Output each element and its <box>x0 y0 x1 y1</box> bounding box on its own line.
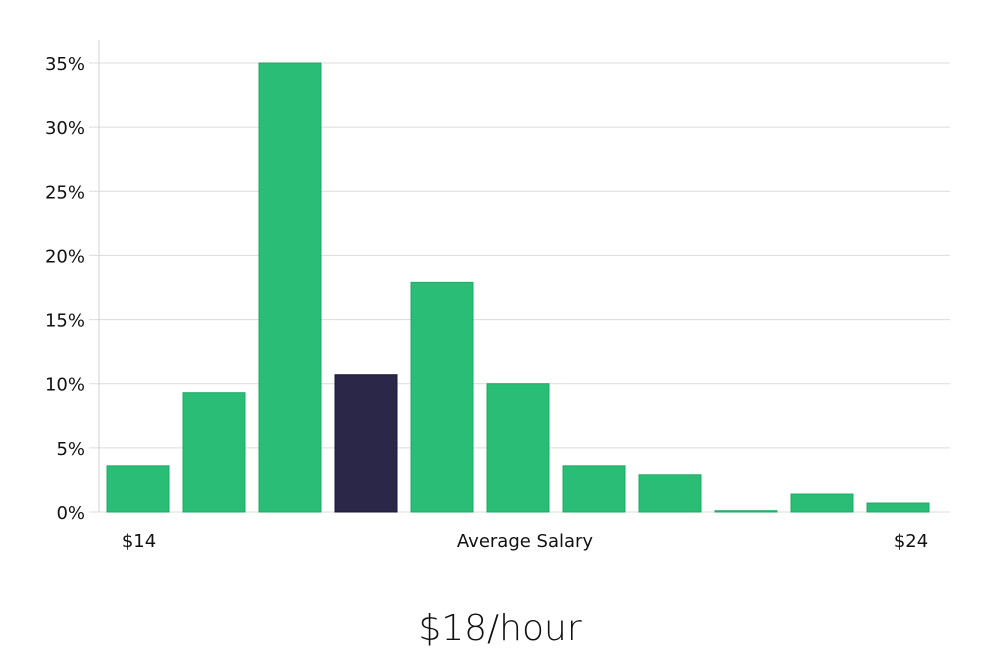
y-tick-label: 5% <box>56 439 85 460</box>
bar <box>106 465 170 513</box>
bar <box>790 493 854 513</box>
bar <box>486 383 550 513</box>
y-tick-label: 25% <box>45 182 85 203</box>
y-tick-label: 30% <box>45 118 85 139</box>
bar <box>258 62 322 513</box>
bar <box>866 502 930 513</box>
y-tick-label: 0% <box>56 503 85 524</box>
bar-highlighted <box>334 374 398 513</box>
bar <box>562 465 626 513</box>
bar <box>410 281 474 513</box>
average-salary-value: $18/hour <box>418 608 582 649</box>
x-axis-label: Average Salary <box>457 531 594 552</box>
y-tick-label: 10% <box>45 375 85 396</box>
salary-distribution-chart: 0% 5% 10% 15% 20% 25% 30% 35% $14 Average Salar… <box>45 40 950 552</box>
bars <box>106 62 930 513</box>
y-tick-label: 20% <box>45 246 85 267</box>
bar <box>714 510 778 513</box>
y-tick-label: 35% <box>45 54 85 75</box>
bar <box>182 392 246 513</box>
x-axis-max-label: $24 <box>894 531 928 552</box>
y-axis-ticks: 0% 5% 10% 15% 20% 25% 30% 35% <box>45 54 85 524</box>
bar <box>638 474 702 513</box>
x-axis-min-label: $14 <box>122 531 156 552</box>
y-tick-label: 15% <box>45 311 85 332</box>
